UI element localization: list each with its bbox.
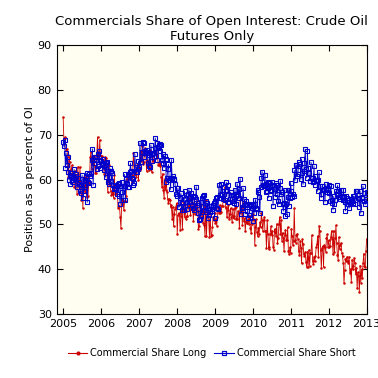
Commercial Share Short — [249, 205, 254, 210]
Commercial Share Long — [249, 231, 253, 235]
Commercial Share Long — [364, 237, 369, 241]
Commercial Share Short — [153, 136, 158, 140]
Commercial Share Short — [288, 180, 293, 185]
Commercial Share Short — [364, 190, 369, 194]
Commercial Share Long — [61, 115, 65, 120]
Commercial Share Short — [311, 180, 316, 184]
Y-axis label: Position as a percent of OI: Position as a percent of OI — [25, 107, 35, 253]
Commercial Share Short — [64, 151, 68, 155]
Line: Commercial Share Long: Commercial Share Long — [62, 116, 368, 293]
Title: Commercials Share of Open Interest: Crude Oil
Futures Only: Commercials Share of Open Interest: Crud… — [55, 15, 368, 43]
Commercial Share Long — [357, 290, 362, 294]
Legend: Commercial Share Long, Commercial Share Short: Commercial Share Long, Commercial Share … — [68, 348, 355, 358]
Line: Commercial Share Short: Commercial Share Short — [62, 136, 368, 222]
Commercial Share Long — [278, 232, 283, 236]
Commercial Share Short — [250, 218, 255, 223]
Commercial Share Short — [157, 144, 161, 148]
Commercial Share Long — [287, 252, 291, 257]
Commercial Share Long — [310, 233, 314, 237]
Commercial Share Short — [280, 190, 284, 194]
Commercial Share Long — [64, 148, 68, 153]
Commercial Share Short — [61, 140, 65, 144]
Commercial Share Long — [156, 163, 161, 167]
